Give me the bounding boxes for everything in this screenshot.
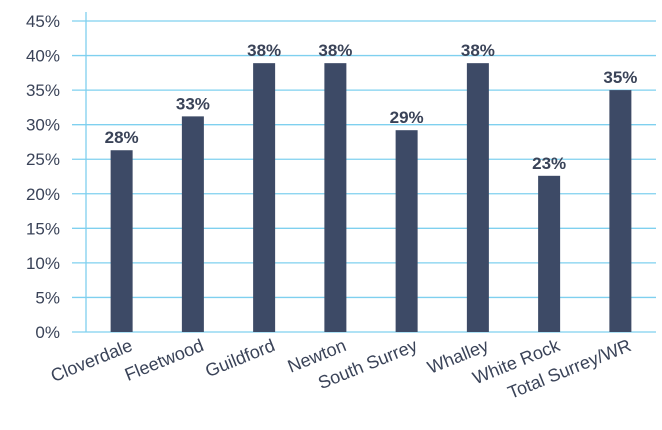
data-label: 23% bbox=[532, 154, 566, 173]
y-tick-label: 5% bbox=[35, 288, 60, 307]
bars bbox=[110, 63, 632, 332]
bar-6 bbox=[538, 175, 561, 332]
data-label: 29% bbox=[390, 108, 424, 127]
bar-7 bbox=[609, 90, 632, 332]
gridlines bbox=[72, 12, 656, 333]
data-label: 28% bbox=[105, 128, 139, 147]
data-label: 38% bbox=[318, 41, 352, 60]
data-label: 38% bbox=[461, 41, 495, 60]
bar-5 bbox=[466, 63, 489, 332]
data-labels: 28% 33% 38% 38% 29% 38% 23% 35% bbox=[105, 41, 638, 173]
y-tick-label: 10% bbox=[26, 254, 60, 273]
data-label: 38% bbox=[247, 41, 281, 60]
category-label: Cloverdale bbox=[48, 335, 135, 386]
category-label: Fleetwood bbox=[122, 335, 207, 385]
y-axis-tick-labels: 0% 5% 10% 15% 20% 25% 30% 35% 40% 45% bbox=[26, 12, 60, 342]
y-tick-label: 0% bbox=[35, 323, 60, 342]
data-label: 35% bbox=[603, 68, 637, 87]
data-label: 33% bbox=[176, 94, 210, 113]
y-tick-label: 15% bbox=[26, 219, 60, 238]
y-tick-label: 20% bbox=[26, 185, 60, 204]
bar-0 bbox=[110, 150, 133, 332]
bar-4 bbox=[395, 130, 418, 332]
bar-1 bbox=[181, 116, 204, 332]
y-tick-label: 35% bbox=[26, 81, 60, 100]
y-tick-label: 45% bbox=[26, 12, 60, 31]
y-tick-label: 30% bbox=[26, 116, 60, 135]
bar-2 bbox=[253, 63, 276, 332]
y-tick-label: 40% bbox=[26, 47, 60, 66]
category-label: Guildford bbox=[202, 335, 277, 381]
bar-3 bbox=[324, 63, 347, 332]
y-tick-label: 25% bbox=[26, 150, 60, 169]
